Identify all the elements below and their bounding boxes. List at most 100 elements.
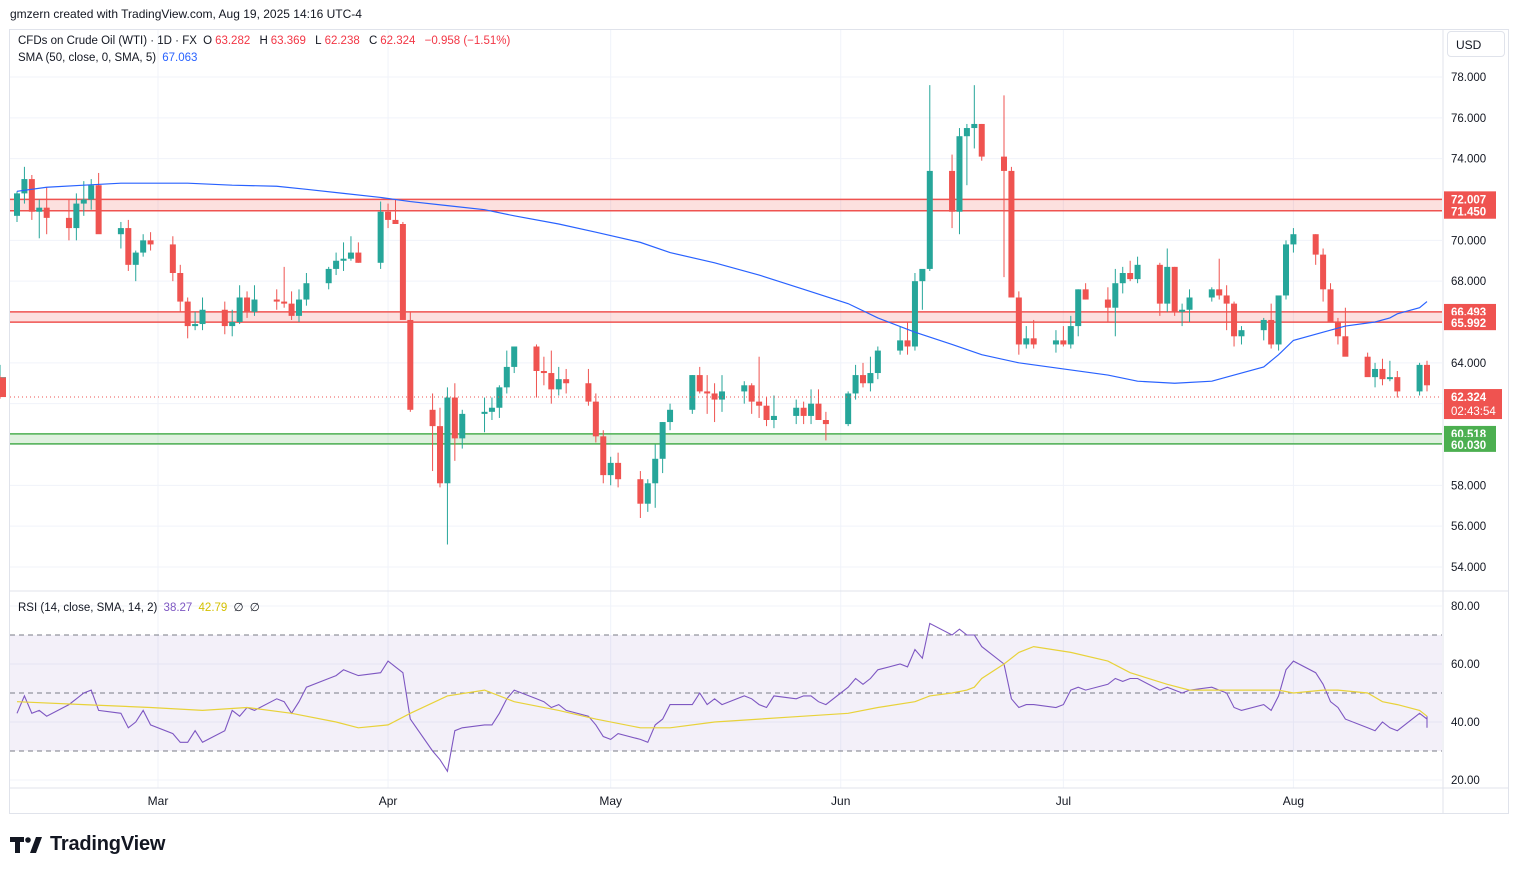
candle-body bbox=[1275, 295, 1282, 345]
candle-body bbox=[1372, 368, 1379, 378]
candle-body bbox=[0, 377, 6, 398]
candle-body bbox=[852, 375, 859, 394]
candle-body bbox=[845, 393, 852, 425]
candle-body bbox=[607, 462, 614, 476]
candle-body bbox=[73, 203, 80, 229]
rsi-tick-label: 20.00 bbox=[1451, 775, 1480, 787]
candle-body bbox=[659, 422, 666, 459]
candle-body bbox=[1134, 264, 1141, 280]
price-tick-label: 58.000 bbox=[1451, 480, 1486, 492]
sma-value: 67.063 bbox=[162, 52, 198, 64]
candle-body bbox=[281, 301, 288, 304]
candle-body bbox=[1231, 303, 1238, 337]
candle-body bbox=[95, 185, 102, 235]
candle-body bbox=[1283, 244, 1289, 296]
candle-body bbox=[407, 319, 414, 410]
candle-body bbox=[444, 397, 451, 484]
candle-body bbox=[867, 373, 874, 384]
candle-body bbox=[1342, 336, 1349, 357]
candle-body bbox=[36, 207, 43, 212]
resistance-zone-lower bbox=[10, 311, 1442, 323]
price-tick-label: 68.000 bbox=[1451, 276, 1486, 288]
candle-body bbox=[911, 281, 918, 347]
candle-body bbox=[600, 436, 607, 476]
rsi-tick-label: 40.00 bbox=[1451, 717, 1480, 729]
sma-legend[interactable]: SMA (50, close, 0, SMA, 5) 67.063 bbox=[18, 52, 200, 64]
candle-body bbox=[533, 346, 540, 371]
time-tick-label: May bbox=[599, 794, 622, 808]
rsi-legend[interactable]: RSI (14, close, SMA, 14, 2) 38.27 42.79 … bbox=[18, 600, 263, 614]
candle-body bbox=[548, 373, 555, 390]
candle-body bbox=[563, 379, 570, 384]
rsi-ma-line bbox=[16, 645, 1428, 729]
candle-body bbox=[555, 379, 562, 390]
candle-body bbox=[1156, 264, 1163, 304]
price-tick-label: 64.000 bbox=[1451, 358, 1486, 370]
candle-body bbox=[689, 375, 696, 410]
candle-body bbox=[667, 409, 674, 423]
candle-body bbox=[14, 193, 20, 216]
price-tick-label: 54.000 bbox=[1451, 562, 1486, 574]
resistance-zone-lower-bottom-tag bbox=[1444, 315, 1496, 331]
rsi-ma-value: 42.79 bbox=[198, 602, 228, 614]
candle-body bbox=[808, 403, 815, 416]
current-price-tag-label: 62.324 bbox=[1451, 392, 1487, 404]
price-tick-label: 76.000 bbox=[1451, 113, 1486, 125]
currency-selector[interactable]: USD bbox=[1447, 31, 1505, 57]
candle-body bbox=[1171, 266, 1178, 312]
tradingview-logo-text: TradingView bbox=[50, 833, 166, 855]
support-zone bbox=[10, 433, 1442, 444]
candle-body bbox=[125, 228, 132, 265]
candle-body bbox=[1067, 326, 1074, 345]
price-tick-label: 74.000 bbox=[1451, 154, 1486, 166]
resistance-zone-upper-bottom-tag bbox=[1444, 203, 1496, 219]
candle-body bbox=[429, 409, 436, 427]
candle-body bbox=[451, 397, 458, 439]
candle-body bbox=[385, 211, 392, 220]
candle-body bbox=[1394, 377, 1401, 392]
candle-body bbox=[1164, 266, 1171, 304]
price-legend[interactable]: CFDs on Crude Oil (WTI) · 1D · FX O 63.28… bbox=[18, 35, 513, 47]
candle-body bbox=[1001, 156, 1007, 171]
candle-body bbox=[147, 240, 154, 245]
candle-body bbox=[978, 123, 985, 157]
candle-body bbox=[1320, 254, 1327, 290]
candle-body bbox=[251, 299, 258, 312]
candle-body bbox=[347, 252, 354, 259]
rsi-extra-1: ∅ bbox=[233, 602, 244, 614]
candle-body bbox=[1290, 234, 1297, 245]
candle-body bbox=[1008, 170, 1015, 298]
legend-open: O 63.282 bbox=[203, 35, 251, 47]
tradingview-logo[interactable]: TradingView bbox=[10, 833, 165, 856]
candle-body bbox=[88, 185, 95, 200]
candle-body bbox=[1030, 338, 1037, 345]
rsi-label: RSI (14, close, SMA, 14, 2) bbox=[18, 602, 158, 614]
candle-body bbox=[177, 273, 184, 302]
rsi-tick-label: 60.00 bbox=[1451, 659, 1480, 671]
candle-body bbox=[637, 479, 644, 504]
candle-body bbox=[1364, 356, 1371, 378]
candle-body bbox=[592, 401, 599, 437]
legend-close: C 62.324 bbox=[368, 35, 416, 47]
tradingview-logo-icon bbox=[10, 836, 42, 853]
candle-body bbox=[355, 252, 362, 263]
candle-body bbox=[459, 413, 466, 439]
candle-body bbox=[1334, 322, 1341, 337]
candle-body bbox=[704, 391, 711, 394]
candle-body bbox=[65, 217, 72, 229]
candle-body bbox=[273, 299, 280, 302]
candle-body bbox=[1104, 299, 1111, 308]
candle-body bbox=[1060, 340, 1067, 345]
candle-body bbox=[192, 324, 199, 327]
legend-high: H 63.369 bbox=[259, 35, 306, 47]
candle-body bbox=[28, 179, 35, 212]
chart-frame bbox=[9, 29, 1509, 814]
candle-body bbox=[117, 228, 124, 235]
candle-body bbox=[1416, 364, 1423, 392]
candle-body bbox=[1075, 289, 1082, 327]
candle-body bbox=[1312, 234, 1319, 255]
candle-body bbox=[221, 309, 228, 327]
candle-body bbox=[229, 322, 236, 327]
candle-body bbox=[1260, 319, 1267, 331]
